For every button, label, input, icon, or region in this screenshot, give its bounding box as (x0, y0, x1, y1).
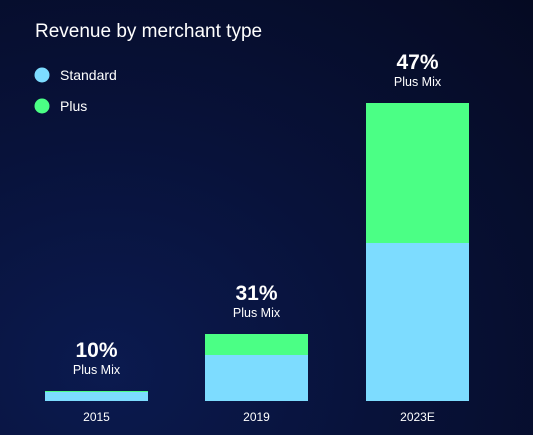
bar-plus-2019 (205, 334, 308, 355)
x-axis-ticks: 2015 2019 2023E (83, 410, 435, 424)
legend-marker-standard (34, 67, 50, 83)
bar-standard-2023e (366, 243, 469, 401)
chart-title: Revenue by merchant type (35, 21, 262, 42)
plus-mix-percent-2019: 31% (235, 282, 277, 305)
x-tick-2019: 2019 (243, 410, 270, 424)
plus-mix-label-2023e: Plus Mix (394, 75, 442, 89)
bars (45, 103, 469, 401)
legend-label-standard: Standard (60, 67, 117, 83)
legend-label-plus: Plus (60, 98, 87, 114)
bar-plus-2023e (366, 103, 469, 243)
plus-mix-percent-2023e: 47% (396, 51, 438, 74)
bar-plus-2015 (45, 391, 148, 392)
bar-standard-2015 (45, 392, 148, 401)
x-tick-2023e: 2023E (400, 410, 435, 424)
x-tick-2015: 2015 (83, 410, 110, 424)
plus-mix-percent-2015: 10% (75, 339, 117, 362)
plus-mix-label-2015: Plus Mix (73, 363, 121, 377)
legend: Standard Plus (34, 67, 117, 114)
plus-mix-label-2019: Plus Mix (233, 306, 281, 320)
bar-standard-2019 (205, 355, 308, 401)
legend-marker-plus (34, 98, 50, 114)
